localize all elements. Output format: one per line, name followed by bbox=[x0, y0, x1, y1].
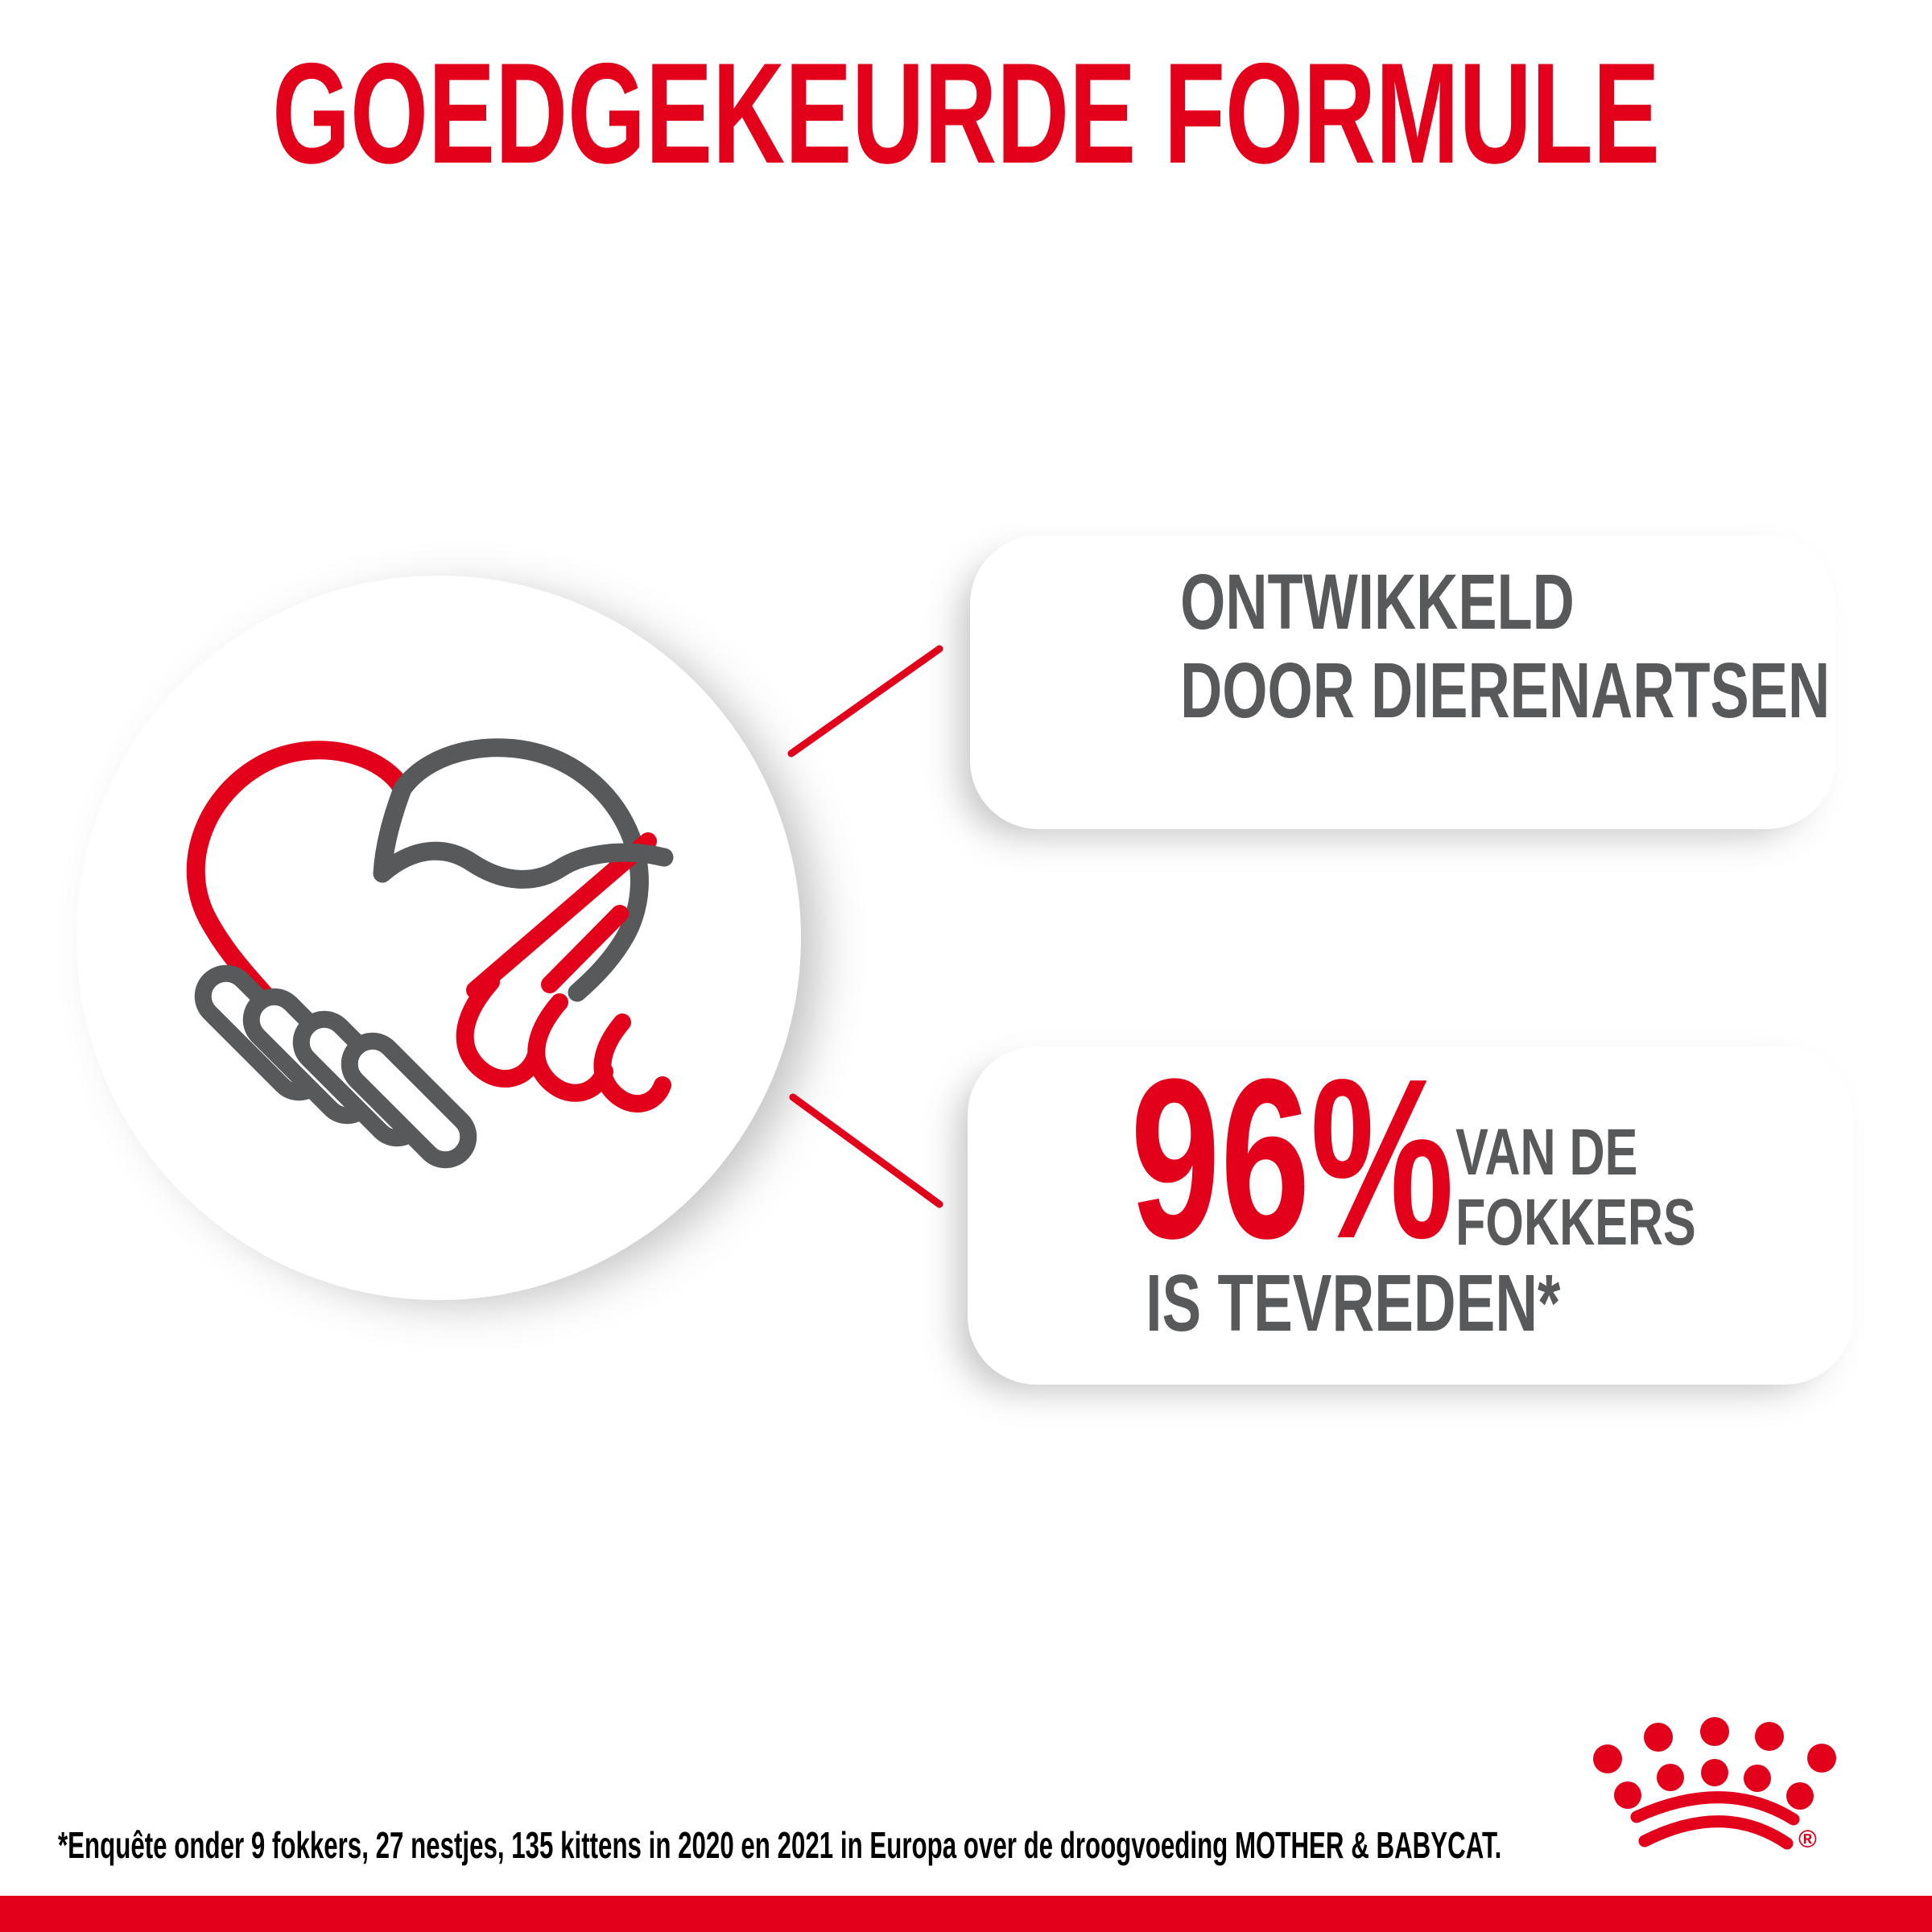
registered-trademark: ® bbox=[1798, 1825, 1817, 1853]
crown-arcs bbox=[1630, 1791, 1800, 1850]
callout-top-line1: ONTWIKKELD bbox=[1180, 558, 1575, 646]
gray-fist-fingers bbox=[194, 964, 477, 1169]
page-title: GOEDGEKEURDE FORMULE bbox=[272, 33, 1660, 193]
heart-right-gray-outline bbox=[393, 738, 649, 1002]
callout-card-bottom bbox=[968, 1046, 1853, 1385]
royal-canin-crown-logo bbox=[1593, 1717, 1836, 1850]
footnote: *Enquête onder 9 fokkers, 27 nestjes, 13… bbox=[58, 1824, 1502, 1866]
callout-card-top bbox=[970, 535, 1835, 829]
callout-top-text: ONTWIKKELD DOOR DIERENARTSEN bbox=[1180, 558, 1830, 735]
gray-hand-thumb-line bbox=[373, 779, 674, 889]
stat-percentage: 96% bbox=[1130, 1031, 1455, 1286]
callout-top-line2: DOOR DIERENARTSEN bbox=[1180, 646, 1831, 734]
stat-qualifier: VAN DE FOKKERS bbox=[1455, 1117, 1696, 1257]
connector-line-top bbox=[787, 645, 943, 758]
stat-qualifier-line1: VAN DE bbox=[1455, 1116, 1638, 1189]
crown-dots bbox=[1593, 1717, 1836, 1810]
red-wrist-lines bbox=[466, 832, 657, 999]
connector-line-bottom bbox=[789, 1093, 943, 1208]
red-hand-fingers bbox=[456, 973, 671, 1113]
stat-statement: IS TEVREDEN* bbox=[1146, 1258, 1561, 1348]
heart-left-red-outline bbox=[186, 741, 412, 1032]
bottom-red-bar bbox=[0, 1896, 1932, 1932]
heart-handshake-icon bbox=[186, 738, 674, 1169]
stat-qualifier-line2: FOKKERS bbox=[1455, 1186, 1696, 1259]
hero-circle bbox=[76, 576, 801, 1300]
